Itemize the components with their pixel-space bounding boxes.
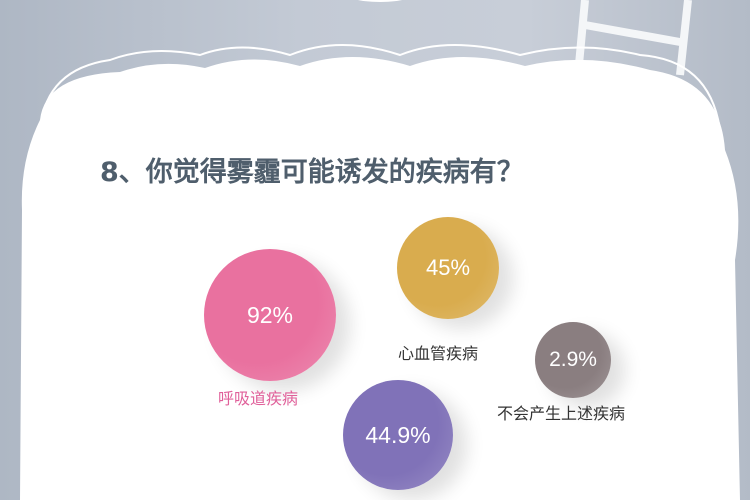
moon-decoration: [357, 0, 403, 2]
bubble-2: 2.9%: [535, 322, 611, 398]
bubble-1: 45%: [397, 217, 499, 319]
bubble-category-label: 呼吸道疾病: [218, 389, 299, 408]
page-title: 8、你觉得雾霾可能诱发的疾病有？: [100, 157, 524, 188]
cloud-outline: [39, 44, 732, 500]
bubble-category-label: 心血管疾病: [398, 344, 479, 363]
bubble-value-label: 44.9%: [365, 421, 431, 448]
bubble-0: 92%: [204, 249, 336, 381]
bubble-3: 44.9%: [343, 380, 453, 490]
bubble-value-label: 45%: [425, 255, 471, 280]
bubble-value-label: 2.9%: [549, 348, 597, 371]
bubble-category-label: 不会产生上述疾病: [497, 404, 626, 423]
bubble-value-label: 92%: [246, 301, 294, 328]
